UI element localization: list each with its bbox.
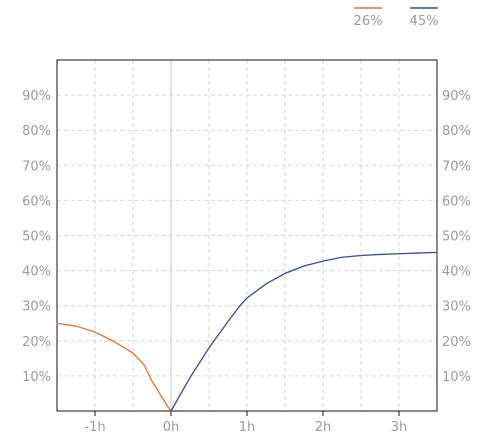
y-tick-label-right: 10% [442,370,471,385]
y-tick-label-left: 80% [22,124,51,139]
y-tick-label-left: 10% [22,370,51,385]
y-tick-label-right: 50% [442,230,471,245]
legend-label-2: 45% [410,14,439,29]
series-line-1 [56,322,172,412]
series-layer [56,251,438,412]
y-tick-label-right: 80% [442,124,471,139]
x-tick-label: -1h [84,420,105,435]
y-tick-label-left: 70% [22,159,51,174]
grid [57,60,437,411]
y-tick-label-left: 90% [22,89,51,104]
y-tick-label-right: 30% [442,300,471,315]
x-tick-label: 1h [239,420,256,435]
axes [56,59,438,416]
y-tick-label-right: 90% [442,89,471,104]
x-tick-label: 2h [315,420,332,435]
y-tick-label-right: 60% [442,194,471,209]
tick-labels: -1h 0h 1h 2h 3h 10% 10% 20% 20% 30% 30% 40% 40% 50% 50… [22,89,471,435]
x-tick-label: 3h [391,420,408,435]
y-tick-label-left: 60% [22,194,51,209]
y-tick-label-right: 40% [442,265,471,280]
series-line-2 [170,251,438,412]
y-tick-label-left: 50% [22,230,51,245]
y-tick-label-right: 70% [442,159,471,174]
y-tick-label-left: 20% [22,335,51,350]
y-tick-label-right: 20% [442,335,471,350]
x-tick-label: 0h [163,420,180,435]
legend: 26% 45% [354,7,439,29]
y-tick-label-left: 40% [22,265,51,280]
y-tick-label-left: 30% [22,300,51,315]
legend-label-1: 26% [354,14,383,29]
